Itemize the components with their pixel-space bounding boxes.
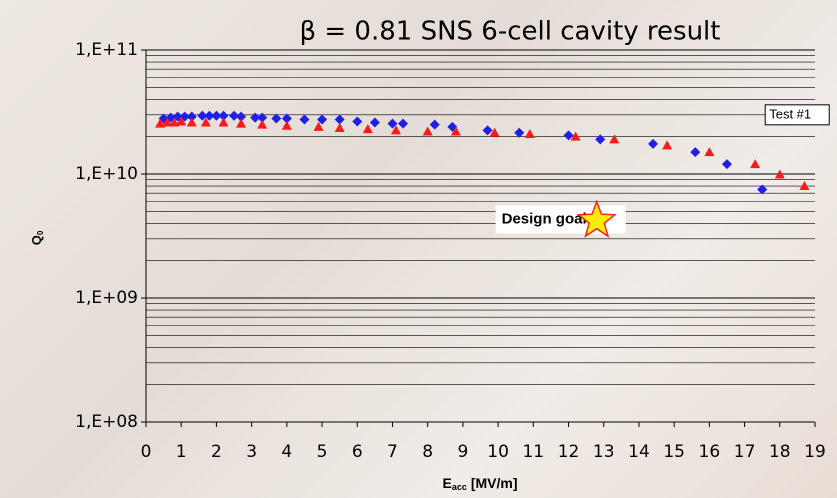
x-tick-label: 10 (487, 442, 509, 462)
data-point (398, 119, 408, 129)
x-tick-label: 6 (352, 442, 363, 462)
data-point (370, 118, 380, 128)
data-point (483, 125, 493, 135)
x-tick-label: 1 (176, 442, 187, 462)
x-tick-label: 3 (246, 442, 257, 462)
x-label-sub: acc (452, 482, 467, 492)
data-point (257, 120, 267, 129)
x-tick-label: 0 (141, 442, 152, 462)
data-point (187, 118, 197, 127)
annotation: Design goal (502, 210, 587, 227)
data-point (690, 147, 700, 157)
data-point (282, 121, 292, 130)
data-point (423, 127, 433, 136)
data-point (299, 115, 309, 125)
data-point (335, 123, 345, 132)
x-tick-label: 9 (457, 442, 468, 462)
data-point (352, 117, 362, 127)
x-tick-label: 5 (317, 442, 328, 462)
x-tick-label: 2 (211, 442, 222, 462)
x-tick-label: 18 (769, 442, 791, 462)
y-tick-label: 1,E+09 (75, 288, 138, 308)
y-tick-label: 1,E+11 (75, 40, 138, 60)
y-tick-label: 1,E+10 (75, 164, 138, 184)
x-tick-label: 7 (387, 442, 398, 462)
x-tick-label: 8 (422, 442, 433, 462)
y-axis-label: Q0 (29, 230, 45, 245)
x-label-main: E (442, 475, 451, 491)
data-point (236, 119, 246, 128)
chart-title: β = 0.81 SNS 6-cell cavity result (300, 17, 721, 47)
x-tick-label: 12 (558, 442, 580, 462)
data-point (662, 140, 672, 149)
x-tick-label: 16 (699, 442, 721, 462)
data-point (648, 139, 658, 149)
x-tick-label: 11 (522, 442, 544, 462)
x-tick-label: 17 (734, 442, 756, 462)
x-tick-label: 15 (663, 442, 685, 462)
data-point (595, 134, 605, 144)
data-point (514, 128, 524, 138)
annotation: Test #1 (769, 106, 811, 121)
x-tick-label: 13 (593, 442, 615, 462)
data-point (722, 159, 732, 169)
data-point (430, 120, 440, 130)
data-point (609, 134, 619, 143)
y-label-sub: 0 (36, 230, 45, 235)
x-tick-label: 19 (804, 442, 826, 462)
data-point (750, 159, 760, 168)
x-tick-label: 14 (628, 442, 650, 462)
y-tick-label: 1,E+08 (75, 412, 138, 432)
data-point (799, 181, 809, 190)
y-label-main: Q (29, 235, 44, 245)
x-tick-label: 4 (281, 442, 292, 462)
x-axis-label: Eacc [MV/m] (442, 475, 517, 493)
data-point (704, 147, 714, 156)
data-point (218, 118, 228, 127)
plot-area (146, 50, 815, 422)
data-point (363, 124, 373, 133)
data-point (525, 129, 535, 138)
chart: β = 0.81 SNS 6-cell cavity result Eacc [M… (0, 0, 837, 498)
x-label-unit: [MV/m] (471, 475, 518, 491)
